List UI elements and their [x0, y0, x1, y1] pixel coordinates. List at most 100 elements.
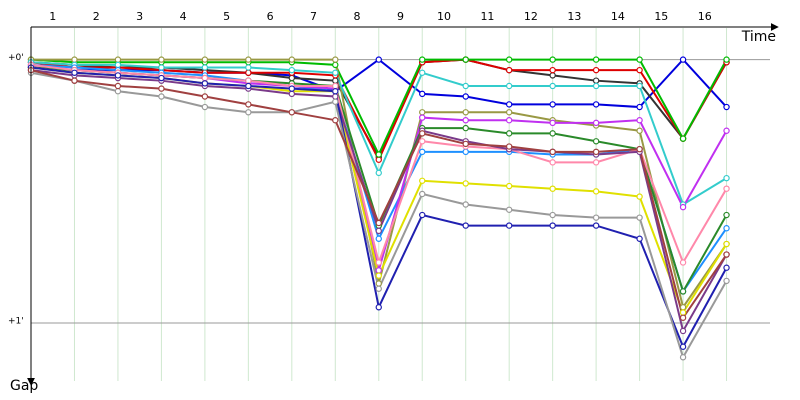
- data-point: [505, 222, 513, 229]
- data-point: [201, 74, 209, 82]
- data-point: [505, 56, 513, 63]
- x-tick-label: 3: [136, 10, 143, 23]
- data-point: [288, 90, 296, 98]
- data-point: [679, 56, 687, 63]
- x-tick-label: 4: [180, 10, 187, 23]
- data-point: [549, 66, 556, 74]
- data-point: [114, 88, 122, 95]
- data-point: [549, 185, 556, 192]
- data-point: [288, 56, 296, 63]
- data-point: [375, 227, 382, 235]
- data-point: [723, 211, 730, 219]
- data-point: [332, 93, 339, 100]
- data-point: [592, 77, 600, 84]
- data-point: [375, 56, 382, 63]
- data-point: [723, 264, 730, 271]
- data-point: [679, 135, 687, 142]
- x-tick-label: 14: [611, 10, 625, 23]
- data-point: [419, 90, 426, 98]
- data-point: [723, 56, 730, 63]
- data-point: [636, 56, 643, 63]
- data-point: [505, 82, 513, 90]
- data-point: [592, 101, 600, 108]
- data-point: [332, 117, 339, 124]
- data-point: [419, 109, 426, 116]
- data-point: [375, 151, 382, 158]
- data-point: [419, 138, 426, 145]
- y-tick-label: +0': [8, 53, 24, 63]
- data-point: [549, 101, 556, 108]
- data-point: [245, 109, 252, 116]
- data-point: [679, 309, 687, 316]
- data-point: [592, 119, 600, 127]
- data-point: [505, 66, 513, 74]
- y-tick-label: +1': [8, 317, 24, 327]
- data-point: [462, 82, 469, 90]
- data-point: [723, 127, 730, 134]
- data-point: [114, 72, 122, 79]
- data-point: [375, 304, 382, 311]
- data-point: [158, 56, 165, 63]
- plot-area: [27, 56, 730, 361]
- data-point: [549, 119, 556, 127]
- x-tick-label: 1: [49, 10, 56, 23]
- x-tick-label: 11: [480, 10, 494, 23]
- data-point: [592, 66, 600, 74]
- data-point: [201, 103, 209, 111]
- data-point: [419, 114, 426, 121]
- data-point: [723, 240, 730, 248]
- data-point: [462, 109, 469, 116]
- y-axis-title: Gap: [10, 378, 38, 394]
- data-point: [114, 82, 122, 90]
- data-point: [375, 280, 382, 287]
- data-point: [679, 288, 687, 295]
- data-point: [505, 206, 513, 213]
- data-point: [505, 182, 513, 190]
- data-point: [592, 159, 600, 166]
- data-point: [679, 343, 687, 350]
- data-point: [723, 103, 730, 111]
- data-point: [505, 130, 513, 137]
- data-point: [636, 145, 643, 153]
- data-point: [549, 211, 556, 219]
- data-point: [549, 159, 556, 166]
- x-tick-label: 7: [310, 10, 317, 23]
- data-point: [505, 143, 513, 150]
- data-point: [723, 185, 730, 192]
- data-point: [288, 74, 296, 82]
- data-point: [636, 127, 643, 134]
- data-point: [71, 69, 78, 76]
- data-point: [419, 211, 426, 219]
- data-point: [201, 93, 209, 100]
- data-point: [288, 66, 296, 74]
- data-point: [375, 259, 382, 266]
- data-point: [592, 188, 600, 195]
- x-tick-label: 8: [354, 10, 361, 23]
- data-point: [201, 80, 209, 87]
- x-tick-label: 2: [93, 10, 100, 23]
- data-point: [592, 56, 600, 63]
- x-tick-label: 10: [437, 10, 451, 23]
- data-point: [288, 109, 296, 116]
- data-point: [723, 174, 730, 182]
- data-point: [505, 117, 513, 124]
- data-point: [636, 117, 643, 124]
- data-point: [462, 117, 469, 124]
- data-point: [419, 130, 426, 137]
- data-point: [419, 56, 426, 63]
- data-point: [505, 101, 513, 108]
- x-tick-label: 16: [698, 10, 712, 23]
- data-point: [549, 222, 556, 229]
- data-point: [245, 69, 252, 76]
- x-tick-label: 15: [654, 10, 668, 23]
- data-point: [592, 222, 600, 229]
- data-point: [636, 193, 643, 200]
- data-point: [462, 180, 469, 187]
- data-point: [419, 69, 426, 76]
- data-point: [332, 77, 339, 84]
- data-point: [462, 140, 469, 148]
- data-point: [158, 93, 165, 100]
- data-point: [679, 203, 687, 211]
- data-point: [592, 214, 600, 221]
